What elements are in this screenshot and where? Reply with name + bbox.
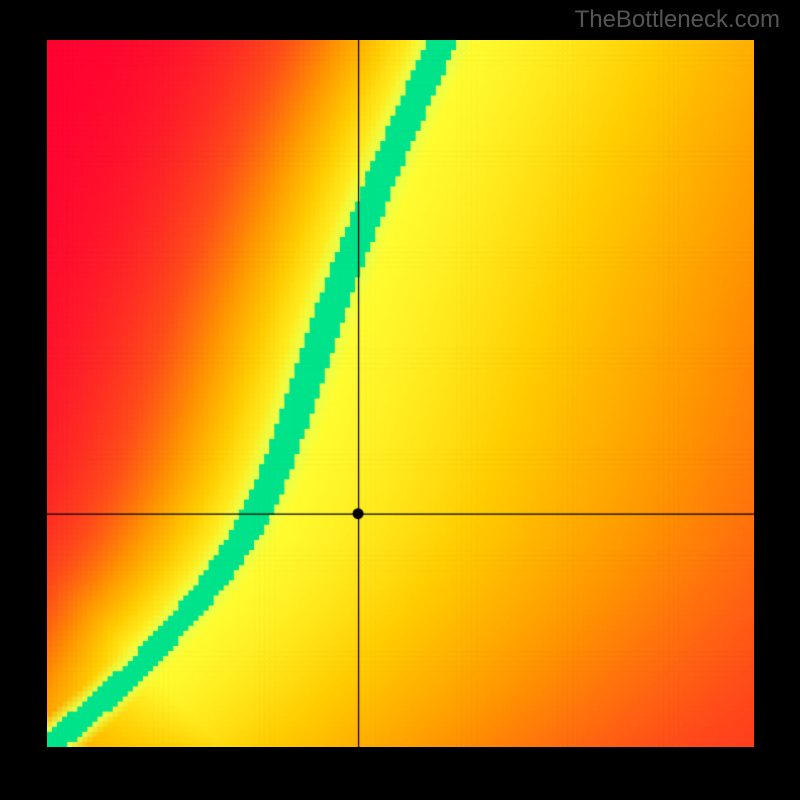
heatmap-plot <box>47 40 754 747</box>
watermark-text: TheBottleneck.com <box>575 6 780 34</box>
